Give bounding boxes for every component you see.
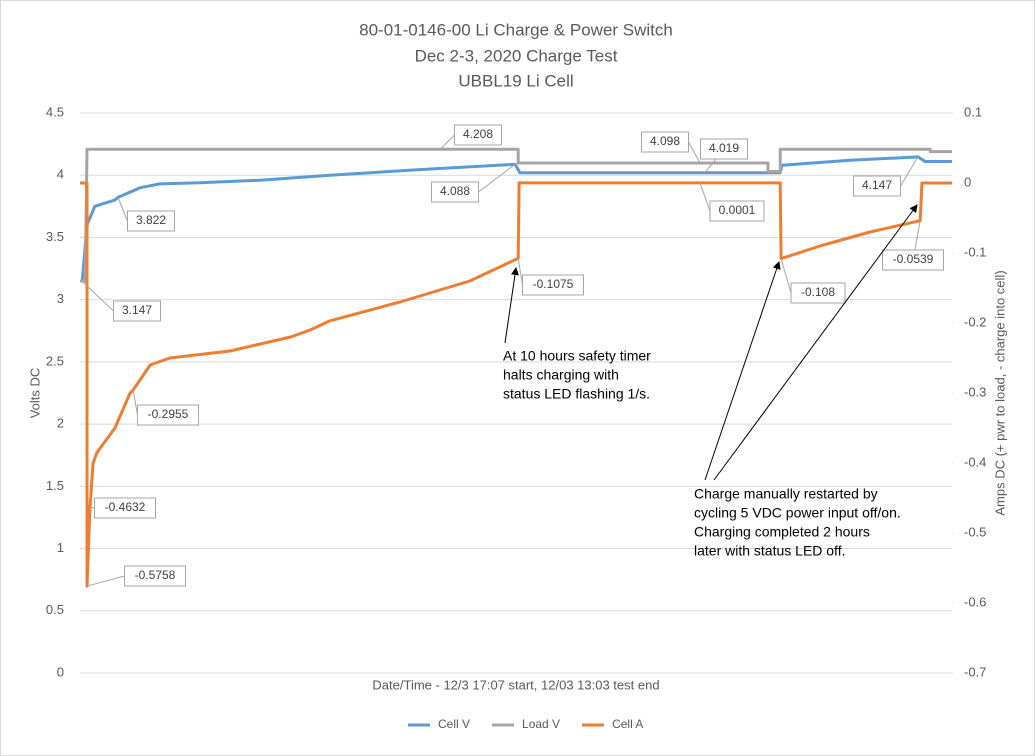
callout-box [522,274,584,296]
annotation-arrow [704,261,781,481]
callout-leader [478,163,516,193]
chart-title: 80-01-0146-00 Li Charge & Power Switch [359,20,673,39]
series-line [80,155,952,282]
callout-box [709,200,765,222]
callout-leader [117,197,128,222]
callout-leader [900,156,919,187]
y-tick-label: 2.5 [46,353,64,368]
y2-tick-label: -0.1 [964,244,986,259]
annotation-text: At 10 hours safety timer [503,348,651,364]
callout-box [454,124,502,146]
annotation-text: Charging completed 2 hours [694,524,870,540]
callout-label: 3.147 [122,303,152,317]
y-tick-label: 1.5 [46,478,64,493]
callout-box [94,497,156,519]
callout-leader [517,258,523,286]
callout-leader [439,134,455,150]
y-axis-label: Volts DC [27,368,42,419]
y2-tick-label: -0.3 [964,384,986,399]
callout-box [137,404,199,426]
series-line [80,181,952,588]
callout-leader [89,506,95,509]
callout-box [882,249,944,271]
annotation-text: halts charging with [503,367,619,383]
callout-label: 0.0001 [719,203,756,217]
y-tick-label: 3 [57,291,64,306]
chart-title: UBBL19 Li Cell [458,71,573,90]
y-tick-label: 0 [57,664,64,679]
annotation-text: Charge manually restarted by [694,486,878,502]
y2-tick-label: 0 [964,174,971,189]
y-tick-label: 1 [57,540,64,555]
y-tick-label: 4.5 [46,104,64,119]
y2-tick-label: -0.2 [964,314,986,329]
y2-tick-label: -0.4 [964,454,986,469]
callout-box [641,131,689,153]
callout-leader [81,281,114,312]
callout-leader [132,389,138,416]
y2-tick-label: -0.5 [964,524,986,539]
y2-tick-label: 0.1 [964,104,982,119]
callout-box [431,181,479,203]
callout-label: 4.208 [463,127,493,141]
callout-leader [86,575,125,587]
callout-box [700,138,748,160]
callout-leader [780,258,792,294]
legend-label: Cell A [612,717,643,731]
callout-box [853,175,901,197]
callout-box [127,210,175,232]
callout-label: 4.088 [440,184,470,198]
callout-leader [688,141,701,164]
y-tick-label: 3.5 [46,229,64,244]
y-tick-label: 2 [57,416,64,431]
y-tick-label: 4 [57,167,64,182]
chart-title: Dec 2-3, 2020 Charge Test [415,46,618,65]
callout-label: 4.147 [862,178,892,192]
annotation-arrow [504,267,519,344]
callout-label: -0.0539 [893,252,934,266]
annotation-text: later with status LED off. [694,543,845,559]
callout-box [113,300,161,322]
callout-box [124,565,186,587]
callout-leader [699,182,711,212]
callout-label: -0.1075 [533,277,574,291]
series-line [80,147,952,283]
annotation-text: status LED flashing 1/s. [503,386,650,402]
y2-tick-label: -0.7 [964,664,986,679]
x-axis-label: Date/Time - 12/3 17:07 start, 12/03 13:0… [372,677,659,692]
callout-label: -0.2955 [148,407,189,421]
y-tick-label: 0.5 [46,602,64,617]
callout-label: -0.4632 [105,500,146,514]
callout-label: -0.108 [801,285,835,299]
callout-label: -0.5758 [135,568,176,582]
legend-label: Cell V [438,717,470,731]
legend-label: Load V [522,717,560,731]
callout-box [790,282,846,304]
callout-label: 4.098 [650,134,680,148]
callout-label: 3.822 [136,213,166,227]
callout-label: 4.019 [709,141,739,155]
annotation-text: cycling 5 VDC power input off/on. [694,505,901,521]
y2-axis-label: Amps DC (+ pwr to load, - charge into ce… [992,270,1007,515]
annotation-arrow [713,204,918,481]
y2-tick-label: -0.6 [964,594,986,609]
